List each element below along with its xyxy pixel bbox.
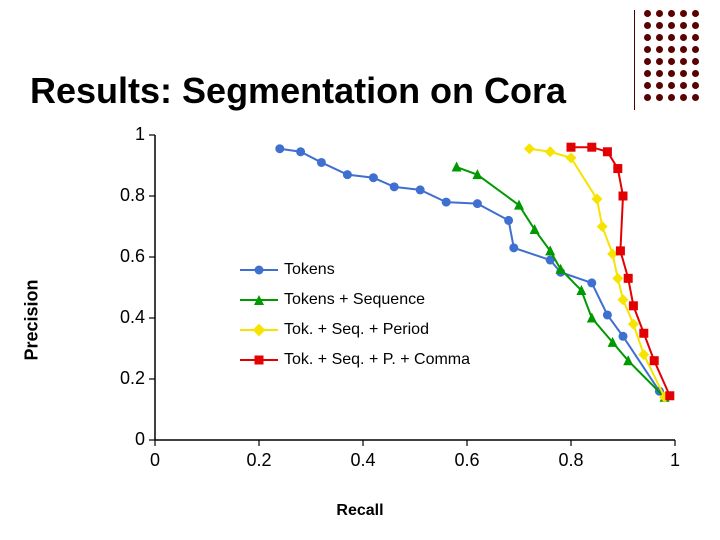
legend-item: Tokens — [240, 260, 470, 280]
y-tick-label: 0.2 — [95, 368, 145, 389]
legend-item: Tok. + Seq. + P. + Comma — [240, 350, 470, 370]
circle-icon — [255, 266, 264, 275]
diamond-icon — [253, 324, 266, 337]
y-tick-label: 0 — [95, 429, 145, 450]
decor-dot-grid — [644, 10, 702, 104]
decor-vertical-line — [634, 10, 635, 110]
y-axis-label: Precision — [22, 279, 43, 360]
x-tick-label: 0.4 — [343, 450, 383, 471]
legend-label: Tok. + Seq. + Period — [284, 321, 429, 339]
legend-swatch — [240, 260, 278, 280]
x-tick-label: 0.8 — [551, 450, 591, 471]
slide-title: Results: Segmentation on Cora — [30, 70, 566, 112]
x-tick-label: 0 — [135, 450, 175, 471]
legend: Tokens Tokens + Sequence Tok. + Seq. + Per… — [240, 260, 470, 380]
x-tick-label: 0.6 — [447, 450, 487, 471]
legend-swatch — [240, 290, 278, 310]
legend-label: Tokens — [284, 261, 335, 279]
x-tick-label: 1 — [655, 450, 695, 471]
legend-label: Tokens + Sequence — [284, 291, 425, 309]
legend-label: Tok. + Seq. + P. + Comma — [284, 351, 470, 369]
legend-swatch — [240, 320, 278, 340]
pr-chart: Precision Recall 00.20.40.60.8100.20.40.… — [40, 130, 680, 510]
y-tick-label: 1 — [95, 124, 145, 145]
y-tick-label: 0.6 — [95, 246, 145, 267]
y-tick-label: 0.4 — [95, 307, 145, 328]
y-tick-label: 0.8 — [95, 185, 145, 206]
square-icon — [255, 356, 264, 365]
legend-item: Tok. + Seq. + Period — [240, 320, 470, 340]
triangle-icon — [254, 295, 264, 305]
x-tick-label: 0.2 — [239, 450, 279, 471]
legend-swatch — [240, 350, 278, 370]
legend-item: Tokens + Sequence — [240, 290, 470, 310]
x-axis-label: Recall — [336, 502, 383, 520]
